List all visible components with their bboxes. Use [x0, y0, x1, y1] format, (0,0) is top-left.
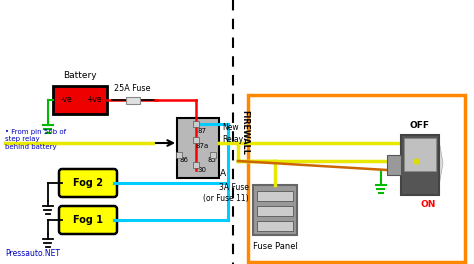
Bar: [257, 191, 293, 201]
Text: OFF: OFF: [410, 121, 430, 130]
Bar: [248, 95, 465, 262]
Text: • From pin 56b of
step relay
behind battery: • From pin 56b of step relay behind batt…: [5, 129, 66, 150]
Bar: [257, 221, 293, 231]
Text: Fuse Panel: Fuse Panel: [253, 242, 298, 251]
Text: +ve: +ve: [86, 96, 101, 105]
Text: A: A: [220, 169, 226, 178]
Wedge shape: [421, 141, 443, 185]
Bar: [193, 162, 199, 168]
Text: 87a: 87a: [195, 143, 209, 149]
Bar: [193, 137, 199, 143]
FancyBboxPatch shape: [59, 206, 117, 234]
Bar: [387, 155, 401, 175]
Bar: [176, 152, 182, 158]
Text: Fog 1: Fog 1: [73, 215, 103, 225]
Text: -ve: -ve: [61, 96, 73, 105]
FancyBboxPatch shape: [59, 169, 117, 197]
Bar: [401, 135, 439, 195]
Text: 85: 85: [208, 157, 217, 163]
Text: Fog 2: Fog 2: [73, 178, 103, 188]
Bar: [253, 185, 297, 235]
Bar: [404, 138, 436, 171]
Text: ON: ON: [420, 200, 436, 209]
Text: 87: 87: [198, 128, 207, 134]
Bar: [127, 97, 140, 103]
Text: 30: 30: [198, 167, 207, 173]
Bar: [257, 206, 293, 216]
Text: 25A Fuse: 25A Fuse: [114, 84, 150, 93]
Text: FIREWALL: FIREWALL: [240, 110, 249, 154]
Text: 86: 86: [180, 157, 189, 163]
Bar: [193, 121, 199, 127]
Bar: [210, 152, 216, 158]
Bar: [177, 118, 219, 178]
Text: Battery: Battery: [63, 71, 97, 80]
Bar: [53, 86, 107, 114]
Text: New
Relay: New Relay: [222, 123, 243, 144]
Text: 3A Fuse
(or Fuse 11): 3A Fuse (or Fuse 11): [203, 183, 249, 203]
Text: Pressauto.NET: Pressauto.NET: [5, 249, 60, 258]
